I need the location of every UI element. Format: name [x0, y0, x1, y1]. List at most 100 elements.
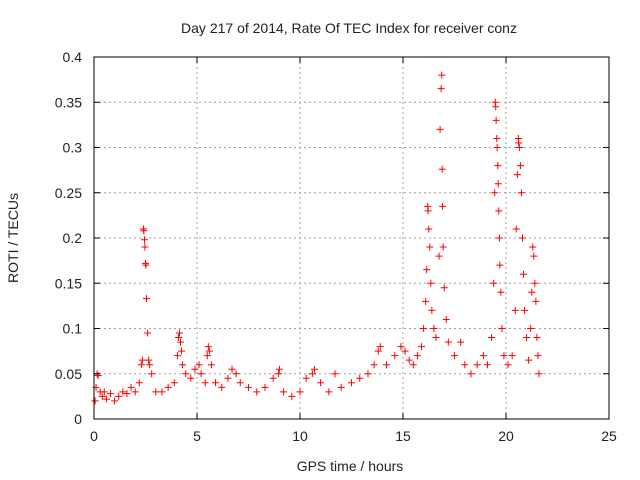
y-tick-label: 0	[74, 411, 82, 427]
data-point	[427, 279, 435, 287]
y-axis-label: ROTI / TECUs	[5, 193, 21, 283]
data-point	[140, 227, 148, 235]
data-point	[91, 397, 99, 405]
y-tick-label: 0.1	[63, 321, 83, 337]
data-point	[175, 329, 183, 337]
data-point	[325, 388, 333, 396]
data-point	[420, 325, 428, 332]
data-point	[488, 334, 496, 342]
data-point	[205, 347, 213, 355]
data-point	[269, 374, 277, 382]
data-point	[457, 338, 465, 346]
data-point	[435, 252, 443, 260]
y-tick-label: 0.25	[55, 185, 82, 201]
data-point	[158, 388, 166, 396]
data-point	[228, 365, 236, 373]
data-point	[148, 370, 156, 378]
data-point	[413, 352, 421, 360]
data-point	[232, 370, 240, 378]
data-point	[513, 171, 521, 179]
data-point	[511, 306, 519, 314]
data-point	[138, 356, 146, 364]
data-point	[224, 374, 232, 382]
data-point	[212, 379, 220, 387]
data-point	[497, 288, 505, 296]
data-point	[405, 356, 413, 364]
data-point	[438, 165, 446, 173]
data-point	[523, 334, 531, 342]
data-point	[439, 202, 447, 210]
data-point	[317, 379, 325, 387]
data-point	[111, 397, 119, 405]
data-point	[515, 144, 523, 151]
data-point	[143, 295, 151, 303]
data-point	[119, 388, 127, 396]
data-point	[337, 383, 345, 391]
grid-lines	[94, 57, 609, 419]
data-point	[173, 352, 181, 360]
data-point	[493, 144, 501, 151]
data-point	[191, 365, 199, 373]
data-point	[495, 207, 503, 215]
y-tick-label: 0.4	[63, 49, 83, 65]
y-tick-label: 0.15	[55, 275, 82, 291]
chart-title: Day 217 of 2014, Rate Of TEC Index for r…	[181, 20, 517, 36]
data-point	[123, 390, 131, 398]
data-point	[467, 370, 475, 378]
data-point	[204, 343, 212, 351]
data-point	[137, 361, 145, 369]
data-point	[195, 361, 203, 369]
data-point	[302, 374, 310, 382]
data-point	[422, 297, 430, 305]
data-point	[94, 372, 102, 380]
data-point	[493, 134, 501, 142]
data-point	[473, 361, 481, 369]
data-point	[483, 361, 491, 369]
data-point	[495, 234, 503, 242]
data-point	[426, 243, 434, 251]
data-point	[98, 392, 106, 400]
data-point	[331, 370, 339, 378]
data-point	[440, 284, 448, 292]
data-point	[490, 279, 498, 287]
data-point	[418, 343, 426, 351]
data-point	[491, 189, 499, 197]
data-point	[498, 325, 506, 332]
data-point	[517, 189, 525, 197]
data-point	[207, 361, 215, 369]
data-point	[296, 388, 304, 396]
data-point	[245, 383, 252, 391]
data-point	[376, 343, 384, 351]
data-point	[146, 361, 154, 369]
data-point	[370, 361, 378, 369]
data-point	[374, 347, 382, 355]
data-point	[253, 388, 261, 396]
data-point	[310, 365, 318, 373]
data-point	[516, 162, 524, 170]
data-point	[504, 361, 512, 369]
data-point	[438, 71, 446, 79]
data-point	[174, 334, 182, 342]
data-point	[439, 243, 447, 251]
y-tick-label: 0.05	[55, 366, 82, 382]
data-point	[518, 234, 526, 242]
data-point	[275, 365, 283, 373]
data-point	[127, 383, 135, 391]
data-point	[131, 388, 139, 396]
data-point	[515, 139, 523, 147]
data-point	[391, 352, 399, 360]
axis-ticks: 0 5 10 15 20 25 0 0.05 0.1 0.15 0.2 0.25 0.3 0.35 0.4	[55, 49, 617, 444]
data-point	[356, 374, 364, 382]
data-point	[197, 370, 205, 378]
data-point	[397, 343, 405, 351]
data-point	[444, 338, 452, 346]
data-point	[261, 383, 269, 391]
data-point	[430, 325, 438, 332]
x-axis-label: GPS time / hours	[297, 458, 404, 474]
data-point	[527, 325, 535, 332]
data-point	[203, 352, 211, 360]
x-tick-label: 10	[292, 428, 308, 444]
data-point	[170, 379, 178, 387]
